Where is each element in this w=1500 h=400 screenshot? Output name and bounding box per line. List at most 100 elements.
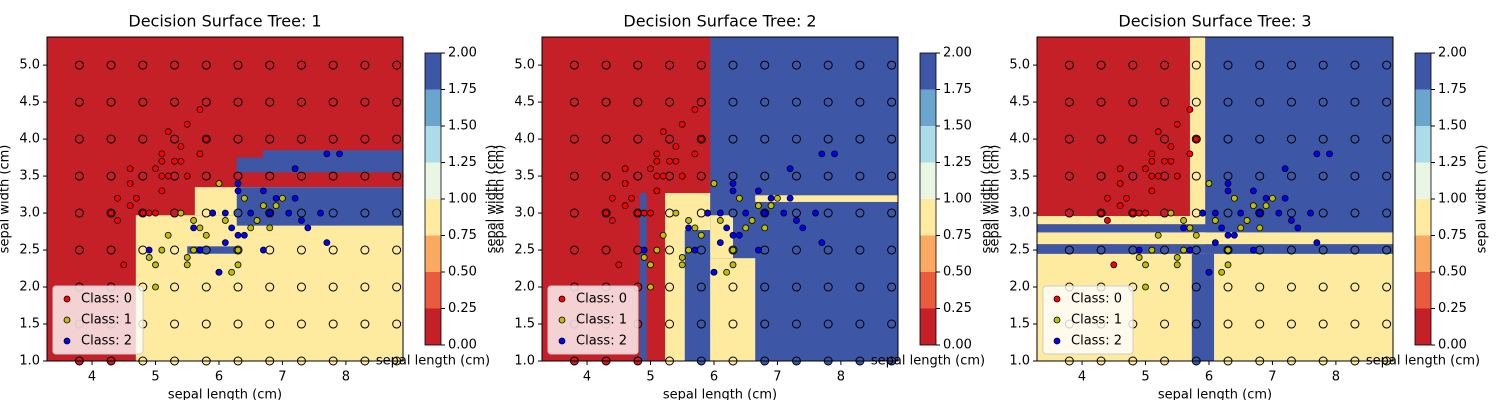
colorbar-band (425, 199, 441, 236)
data-point (1167, 143, 1175, 150)
data-point (171, 157, 178, 165)
surface-region (262, 150, 403, 173)
data-point (120, 261, 128, 269)
grid-point (296, 208, 306, 218)
chart-title: Decision Surface Tree: 1 (128, 12, 321, 31)
grid-point (265, 60, 275, 70)
data-point (716, 209, 724, 217)
grid-point (696, 171, 706, 181)
data-point (145, 209, 153, 217)
data-point (1161, 157, 1168, 165)
grid-point (233, 319, 243, 329)
data-point (158, 150, 166, 158)
y-tick-label: 3.5 (514, 169, 535, 184)
grid-point (633, 97, 643, 107)
data-point (742, 209, 750, 217)
data-point (1135, 209, 1143, 217)
data-point (126, 180, 134, 187)
data-point (177, 157, 185, 165)
data-point (323, 150, 331, 158)
grid-point (265, 134, 275, 144)
grid-point (170, 60, 180, 70)
grid-point (360, 282, 370, 292)
y-tick-label: 4.5 (19, 95, 40, 110)
grid-point (1255, 282, 1265, 292)
data-point (1199, 209, 1207, 217)
grid-point (106, 97, 116, 107)
data-point (1180, 224, 1187, 232)
colorbar-label: sepal width (cm) (485, 145, 500, 254)
grid-point (665, 282, 675, 292)
grid-point (170, 282, 180, 292)
grid-point (728, 60, 738, 70)
grid-point (601, 60, 611, 70)
data-point (678, 120, 686, 128)
data-point (1211, 209, 1219, 217)
colorbar-xlabel: sepal length (cm) (871, 354, 985, 369)
grid-point (1286, 208, 1296, 218)
legend: Class: 0 Class: 1 Class: 2 (547, 285, 639, 355)
data-point (710, 268, 718, 276)
grid-point (233, 60, 243, 70)
y-tick-label: 1.5 (514, 317, 535, 332)
data-point (164, 128, 172, 136)
data-point (647, 261, 654, 269)
grid-point (138, 97, 148, 107)
data-point (621, 202, 629, 210)
data-point (812, 209, 819, 217)
data-point (240, 194, 248, 202)
grid-point (1191, 282, 1201, 292)
data-point (754, 246, 762, 254)
data-point (1211, 217, 1219, 224)
grid-point (1318, 319, 1328, 329)
data-point (716, 239, 724, 247)
data-point (234, 231, 242, 239)
grid-point (392, 208, 402, 218)
grid-point (138, 60, 148, 70)
grid-point (265, 282, 275, 292)
grid-point (569, 245, 579, 255)
data-point (1224, 231, 1232, 239)
grid-point (265, 171, 275, 181)
grid-point (1318, 208, 1328, 218)
colorbar-band (1415, 308, 1431, 345)
grid-point (760, 319, 770, 329)
grid-point (1318, 245, 1328, 255)
grid-point (201, 60, 211, 70)
grid-point (296, 134, 306, 144)
grid-point (1160, 282, 1170, 292)
grid-point (138, 171, 148, 181)
colorbar-band (1415, 199, 1431, 236)
grid-point (601, 97, 611, 107)
grid-point (665, 208, 675, 218)
grid-point (569, 134, 579, 144)
colorbar-label: sepal width (cm) (1475, 145, 1490, 254)
x-axis-label: sepal length (cm) (168, 388, 282, 400)
data-point (640, 254, 648, 261)
legend-box (52, 285, 144, 355)
grid-point (360, 245, 370, 255)
grid-point (170, 208, 180, 218)
x-tick-label: 4 (1078, 370, 1086, 385)
legend-marker (1053, 316, 1061, 324)
grid-point (791, 245, 801, 255)
legend-label: Class: 1 (81, 313, 132, 328)
grid-point (1286, 245, 1296, 255)
y-axis-label: sepal width (cm) (0, 145, 13, 254)
data-point (1173, 254, 1181, 261)
grid-point (1286, 60, 1296, 70)
data-point (621, 165, 629, 173)
grid-point (1191, 319, 1201, 329)
data-point (1142, 283, 1149, 291)
data-point (114, 194, 121, 202)
data-point (685, 224, 692, 232)
grid-point (296, 282, 306, 292)
grid-point (601, 245, 611, 255)
grid-point (265, 97, 275, 107)
data-point (1135, 254, 1143, 261)
data-point (1256, 224, 1264, 232)
data-point (691, 150, 699, 158)
data-point (196, 106, 204, 113)
data-point (215, 268, 223, 276)
grid-point (328, 134, 338, 144)
